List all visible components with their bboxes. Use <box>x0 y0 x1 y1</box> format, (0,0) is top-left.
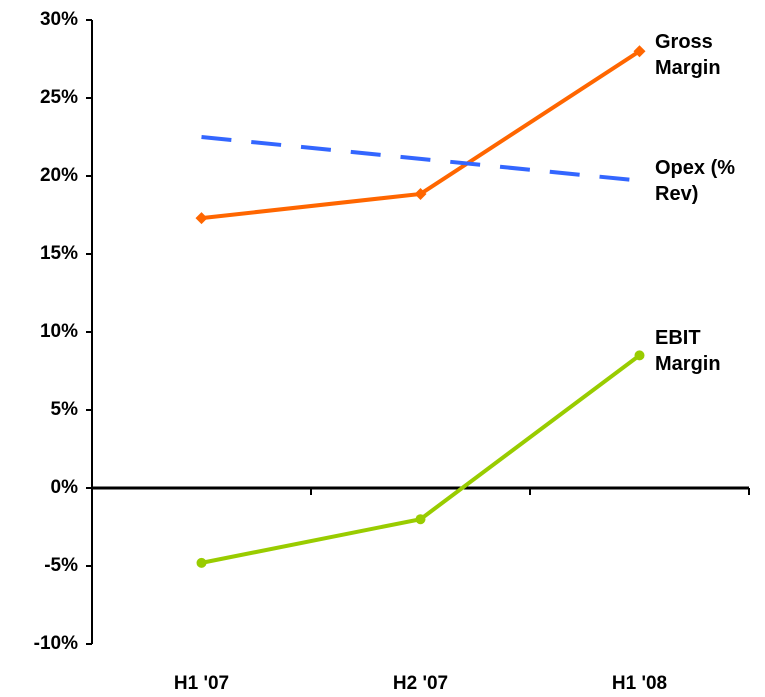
marker <box>634 350 645 361</box>
y-tick-label: 30% <box>40 9 78 30</box>
y-tick-label: 20% <box>40 165 78 186</box>
marker <box>633 45 646 58</box>
series-label: EBIT Margin <box>655 327 721 376</box>
x-tick-label: H1 '07 <box>174 673 229 694</box>
series-label: Opex (% Rev) <box>655 156 736 205</box>
y-tick-label: 0% <box>51 477 79 498</box>
x-tick-label: H2 '07 <box>393 673 448 694</box>
y-tick-label: 10% <box>40 321 78 342</box>
marker <box>195 212 208 225</box>
marker <box>414 187 427 200</box>
x-tick-label: H1 '08 <box>612 673 667 694</box>
y-tick-label: -10% <box>34 633 78 654</box>
y-tick-label: -5% <box>44 555 78 576</box>
marker <box>196 557 207 568</box>
series-label: Gross Margin <box>655 31 721 80</box>
marker <box>415 514 426 525</box>
y-tick-label: 15% <box>40 243 78 264</box>
y-tick-label: 5% <box>51 399 79 420</box>
series-line <box>201 135 640 183</box>
series-line <box>201 353 641 565</box>
y-tick-label: 25% <box>40 87 78 108</box>
